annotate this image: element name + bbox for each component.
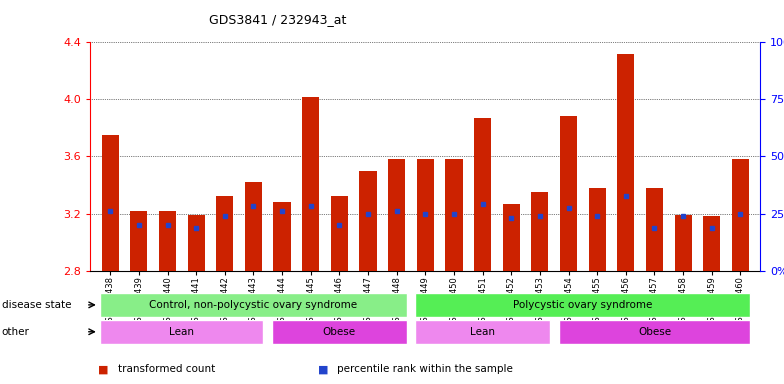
Bar	[100, 293, 407, 317]
Bar	[674, 215, 691, 271]
Bar	[445, 159, 463, 271]
Text: GDS3841 / 232943_at: GDS3841 / 232943_at	[209, 13, 347, 26]
Text: Polycystic ovary syndrome: Polycystic ovary syndrome	[514, 300, 652, 310]
Text: Lean: Lean	[169, 327, 194, 337]
Bar	[416, 293, 750, 317]
Bar	[302, 96, 319, 271]
Bar	[216, 197, 234, 271]
Bar	[272, 320, 407, 344]
Text: transformed count: transformed count	[118, 364, 215, 374]
Bar	[503, 204, 520, 271]
Bar	[617, 54, 634, 271]
Bar	[416, 320, 550, 344]
Bar	[703, 217, 720, 271]
Text: other: other	[2, 327, 30, 337]
Bar	[532, 192, 549, 271]
Bar	[646, 188, 663, 271]
Text: ■: ■	[98, 364, 112, 374]
Text: ■: ■	[318, 364, 332, 374]
Bar	[558, 320, 750, 344]
Text: percentile rank within the sample: percentile rank within the sample	[337, 364, 513, 374]
Bar	[245, 182, 262, 271]
Bar	[130, 211, 147, 271]
Bar	[187, 215, 205, 271]
Bar	[359, 171, 376, 271]
Bar	[100, 320, 263, 344]
Text: Control, non-polycystic ovary syndrome: Control, non-polycystic ovary syndrome	[150, 300, 358, 310]
Bar	[274, 202, 291, 271]
Bar	[102, 135, 119, 271]
Bar	[474, 118, 492, 271]
Bar	[159, 211, 176, 271]
Text: Lean: Lean	[470, 327, 495, 337]
Bar	[560, 116, 577, 271]
Text: disease state: disease state	[2, 300, 71, 310]
Bar	[388, 159, 405, 271]
Bar	[331, 197, 348, 271]
Text: Obese: Obese	[638, 327, 671, 337]
Bar	[417, 159, 434, 271]
Bar	[589, 188, 606, 271]
Text: Obese: Obese	[323, 327, 356, 337]
Bar	[731, 159, 749, 271]
